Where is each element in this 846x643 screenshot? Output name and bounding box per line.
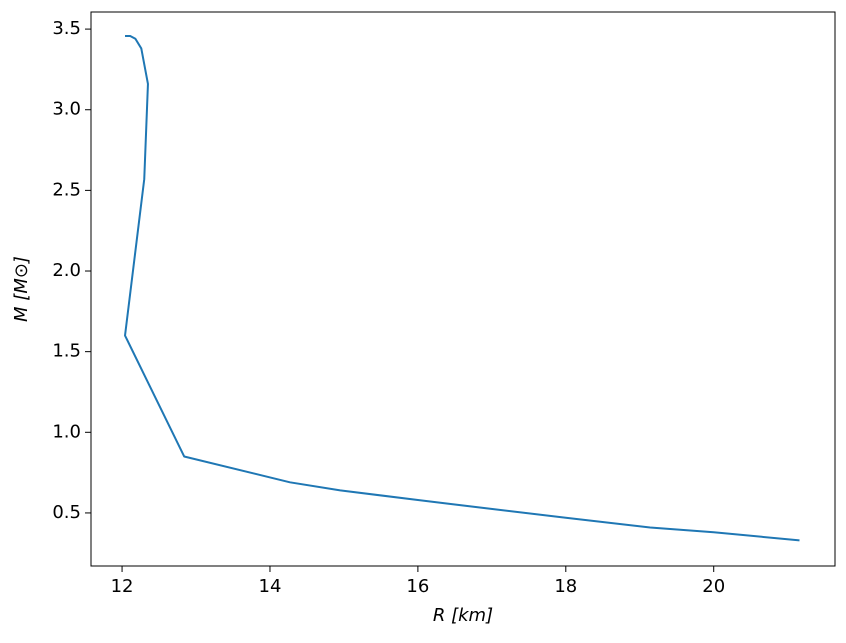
x-tick-label: 16 — [406, 576, 429, 597]
plot-frame — [90, 11, 836, 567]
x-tick-label: 18 — [554, 576, 577, 597]
y-tick-label: 2.5 — [52, 179, 81, 200]
y-tick-label: 3.5 — [52, 18, 81, 39]
y-axis-label: M [M⊙] — [11, 256, 32, 322]
y-tick-label: 1.5 — [52, 341, 81, 362]
x-tick-label: 14 — [259, 576, 282, 597]
y-tick-label: 3.0 — [52, 99, 81, 120]
x-tick-label: 20 — [702, 576, 725, 597]
x-axis-label: R [km] — [433, 605, 493, 626]
y-tick-label: 0.5 — [52, 502, 81, 523]
data-line — [124, 35, 800, 542]
x-tick-label: 12 — [111, 576, 134, 597]
y-tick-label: 2.0 — [52, 260, 81, 281]
y-tick-label: 1.0 — [52, 421, 81, 442]
